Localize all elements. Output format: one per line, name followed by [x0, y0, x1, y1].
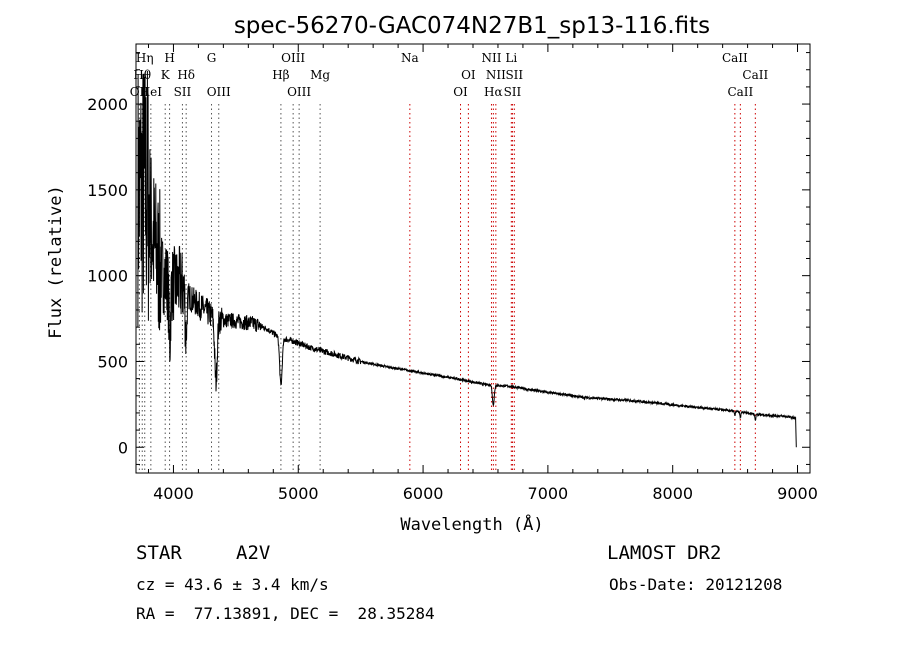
spectral-line-label: Hη	[136, 51, 154, 65]
spectral-line-label: G	[207, 51, 217, 65]
spectral-labels-group: OIIHθHηHeIKHSIIHδGOIIIHβOIIIOIIIMgNaOIOI…	[130, 51, 769, 99]
spectral-line-label: OI	[461, 68, 476, 82]
spectrum-line	[137, 70, 797, 448]
y-tick-label: 1000	[87, 267, 128, 286]
spectral-line-label: OIII	[287, 85, 311, 99]
redshift-cz: cz = 43.6 ± 3.4 km/s	[136, 575, 329, 594]
spectral-line-label: OI	[453, 85, 468, 99]
x-tick-label: 4000	[153, 484, 194, 503]
chart-title: spec-56270-GAC074N27B1_sp13-116.fits	[234, 13, 710, 39]
spectral-line-label: Hα	[484, 85, 503, 99]
spectral-line-label: Hβ	[272, 68, 289, 82]
observation-date: Obs-Date: 20121208	[609, 575, 783, 594]
spectral-line-label: K	[161, 68, 171, 82]
spectral-subclass: A2V	[236, 542, 271, 564]
x-tick-label: 6000	[403, 484, 444, 503]
x-axis-label: Wavelength (Å)	[400, 513, 543, 535]
spectral-line-label: NII	[486, 68, 506, 82]
y-tick-label: 2000	[87, 95, 128, 114]
x-tick-label: 5000	[278, 484, 319, 503]
spectral-line-label: CaII	[722, 51, 748, 65]
spectral-line-label: NII	[481, 51, 501, 65]
y-axis-label: Flux (relative)	[46, 185, 66, 339]
spectral-line-label: H	[164, 51, 174, 65]
x-axis-ticks: 4000 5000 6000 7000 8000 9000	[147, 44, 818, 503]
y-axis-ticks: 0 500 1000 1500 2000	[87, 52, 810, 465]
x-tick-label: 9000	[777, 484, 818, 503]
spectral-line-label: OIII	[207, 85, 231, 99]
spectral-line-label: SII	[504, 85, 522, 99]
spectral-line-label: SII	[505, 68, 523, 82]
x-tick-label: 8000	[652, 484, 693, 503]
object-type: STAR	[136, 542, 182, 564]
spectral-lines-group	[138, 104, 756, 473]
spectral-line-label: Na	[401, 51, 419, 65]
y-tick-label: 1500	[87, 181, 128, 200]
coordinates: RA = 77.13891, DEC = 28.35284	[136, 604, 435, 623]
x-tick-label: 7000	[528, 484, 569, 503]
spectral-line-label: Li	[505, 51, 517, 65]
spectral-line-label: Hδ	[177, 68, 195, 82]
survey-name: LAMOST DR2	[607, 542, 722, 564]
spectral-line-label: Mg	[310, 68, 330, 82]
y-tick-label: 0	[118, 438, 128, 457]
spectral-line-label: CaII	[727, 85, 753, 99]
spectral-line-label: CaII	[742, 68, 768, 82]
spectral-line-label: OIII	[281, 51, 305, 65]
spectral-line-label: SII	[174, 85, 192, 99]
y-tick-label: 500	[97, 352, 128, 371]
